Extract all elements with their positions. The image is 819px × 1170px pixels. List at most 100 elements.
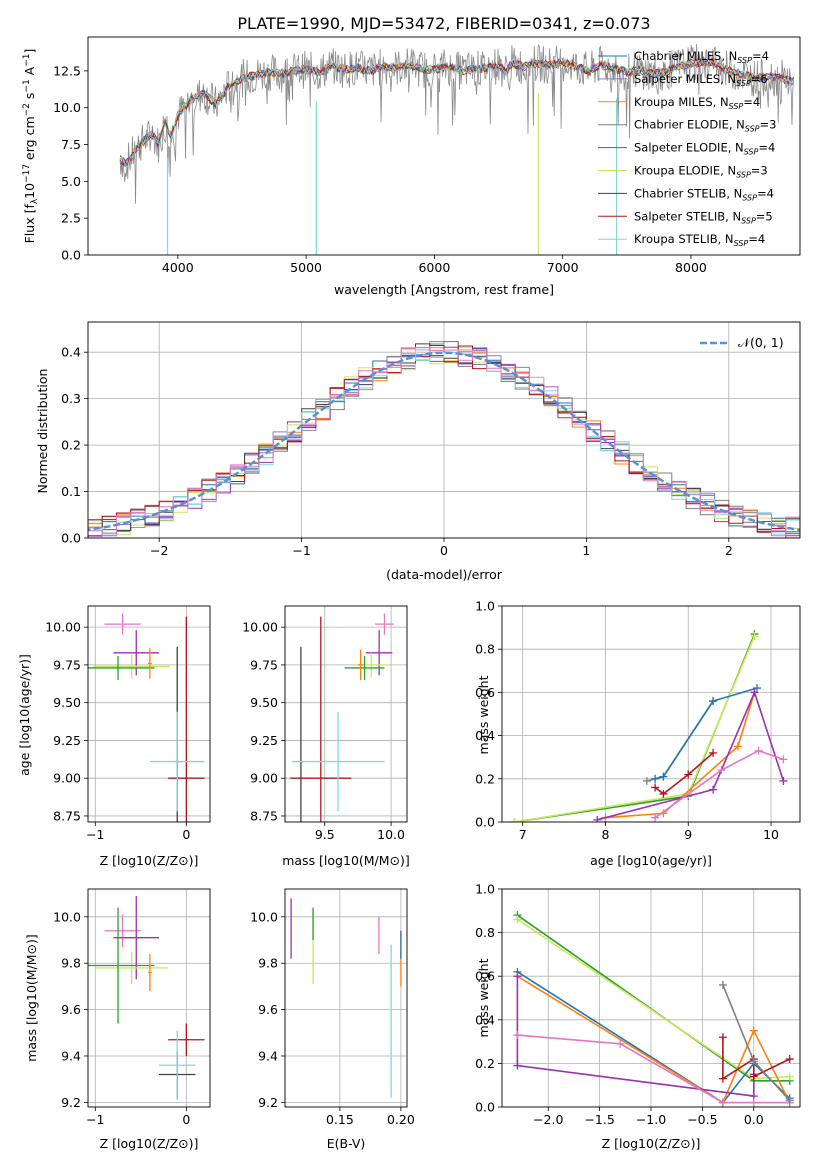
y-tick-label: 0.1 bbox=[61, 484, 81, 499]
residuals-ylabel: Normed distribution bbox=[35, 369, 50, 494]
y-tick-label: 8.75 bbox=[53, 808, 81, 823]
y-tick-label: 10.0 bbox=[250, 909, 278, 924]
y-tick-label: 0.2 bbox=[61, 438, 81, 453]
age-vs-z-panel: −1 0 8.75 9.00 9.25 9.50 9.75 10.00 bbox=[45, 605, 211, 842]
x-tick-label: 9.5 bbox=[315, 827, 335, 842]
axes-frame bbox=[87, 888, 211, 1108]
mw-age-xlabel: age [log10(age/yr)] bbox=[590, 853, 712, 868]
histogram-step-pink bbox=[88, 347, 800, 538]
mass-weight-marker bbox=[651, 783, 660, 792]
mass-weight-marker bbox=[709, 748, 718, 757]
figure-title: PLATE=1990, MJD=53472, FIBERID=0341, z=0… bbox=[237, 14, 650, 33]
mass-weight-marker bbox=[651, 813, 660, 822]
y-tick-label: 12.5 bbox=[53, 63, 81, 78]
x-tick-label: 10.0 bbox=[377, 827, 405, 842]
x-tick-label: 6000 bbox=[418, 260, 450, 275]
mass-weight-line bbox=[654, 752, 714, 795]
mass-weight-line bbox=[596, 690, 785, 821]
axes-frame bbox=[87, 36, 801, 256]
y-tick-label: 8.75 bbox=[250, 808, 278, 823]
mass-z-xlabel: Z [log10(Z/Z⊙)] bbox=[100, 1136, 199, 1151]
mass-weight-marker bbox=[717, 766, 726, 775]
age-z-ylabel: age [log10(age/yr)] bbox=[17, 654, 32, 776]
legend-label: Chabrier ELODIE, NSSP=3 bbox=[634, 118, 776, 134]
mass-weight-line bbox=[646, 700, 714, 782]
y-tick-label: 9.8 bbox=[258, 956, 278, 971]
axes-frame bbox=[501, 605, 801, 823]
mass-weight-marker bbox=[642, 776, 651, 785]
x-tick-label: 5000 bbox=[290, 260, 322, 275]
mass-weight-line bbox=[654, 687, 758, 780]
x-tick-label: 10 bbox=[763, 827, 779, 842]
mass-weight-marker bbox=[718, 1074, 727, 1083]
mass-weight-marker bbox=[616, 1039, 625, 1048]
legend-label: Chabrier MILES, NSSP=4 bbox=[634, 49, 769, 65]
x-tick-label: 4000 bbox=[162, 260, 194, 275]
mass-weight-marker bbox=[513, 1061, 522, 1070]
axes-frame bbox=[501, 888, 801, 1108]
x-tick-label: 0 bbox=[182, 827, 190, 842]
y-tick-label: 9.00 bbox=[53, 771, 81, 786]
spectrum-model-line-chabrier_elodie bbox=[119, 57, 794, 165]
x-tick-label: 8 bbox=[601, 827, 609, 842]
y-tick-label: 0.2 bbox=[475, 771, 495, 786]
x-tick-label: 0 bbox=[182, 1112, 190, 1127]
massweight-vs-z-panel: −2.0 −1.5 −1.0 −0.5 0.0 0.0 0.2 0.4 0.6 0.8 1.0 bbox=[475, 882, 801, 1127]
axes-frame bbox=[87, 321, 801, 539]
y-tick-label: 10.00 bbox=[242, 620, 278, 635]
y-tick-label: 0.0 bbox=[475, 1100, 495, 1115]
mass-weight-marker bbox=[779, 776, 788, 785]
massweight-vs-age-panel: 7 8 9 10 0.0 0.2 0.4 0.6 0.8 1.0 bbox=[475, 599, 801, 842]
y-tick-label: 0.0 bbox=[61, 248, 81, 263]
y-tick-label: 0.2 bbox=[475, 1056, 495, 1071]
mass-weight-line bbox=[722, 1037, 791, 1081]
y-tick-label: 0.8 bbox=[475, 642, 495, 657]
y-tick-label: 7.5 bbox=[61, 137, 81, 152]
y-tick-label: 2.5 bbox=[61, 211, 81, 226]
axes-frame bbox=[284, 888, 408, 1108]
y-tick-label: 0.4 bbox=[475, 1012, 495, 1027]
x-tick-label: −1 bbox=[292, 543, 310, 558]
mass-weight-marker bbox=[750, 688, 759, 697]
y-tick-label: 1.0 bbox=[475, 882, 495, 897]
y-tick-label: 10.00 bbox=[45, 620, 81, 635]
mass-weight-line bbox=[516, 976, 755, 1098]
y-tick-label: 0.4 bbox=[61, 345, 81, 360]
x-tick-label: −2.0 bbox=[533, 1112, 563, 1127]
x-tick-label: 0.20 bbox=[387, 1112, 415, 1127]
normal-legend-label: 𝒩(0, 1) bbox=[738, 335, 784, 350]
mass-weight-marker bbox=[785, 1072, 794, 1081]
legend-label: Salpeter ELODIE, NSSP=4 bbox=[634, 141, 775, 157]
x-tick-label: −0.5 bbox=[687, 1112, 717, 1127]
x-tick-label: 7000 bbox=[547, 260, 579, 275]
y-tick-label: 9.00 bbox=[250, 771, 278, 786]
plot-area bbox=[290, 613, 394, 822]
y-tick-label: 0.6 bbox=[475, 969, 495, 984]
mass-weight-line bbox=[514, 633, 756, 822]
plot-area bbox=[88, 895, 205, 1101]
mass-weight-line bbox=[654, 749, 784, 819]
x-tick-label: 8000 bbox=[675, 260, 707, 275]
spectrum-data-line bbox=[119, 43, 794, 204]
y-tick-label: 9.25 bbox=[53, 733, 81, 748]
x-tick-label: 0.0 bbox=[744, 1112, 764, 1127]
y-tick-label: 0.0 bbox=[61, 531, 81, 546]
y-tick-label: 10.0 bbox=[53, 909, 81, 924]
y-tick-label: 1.0 bbox=[475, 599, 495, 614]
mass-weight-marker bbox=[785, 1055, 794, 1064]
plot-area bbox=[290, 898, 402, 1098]
y-tick-label: 0.3 bbox=[61, 391, 81, 406]
y-tick-label: 9.6 bbox=[61, 1002, 81, 1017]
mass-weight-marker bbox=[749, 1057, 758, 1066]
mass-weight-marker bbox=[750, 632, 759, 641]
x-tick-label: −1.5 bbox=[584, 1112, 614, 1127]
y-tick-label: 0.8 bbox=[475, 925, 495, 940]
axes-frame bbox=[87, 605, 211, 823]
plot-area bbox=[510, 630, 788, 822]
mass-z-ylabel: mass [log10(M/M⊙)] bbox=[24, 934, 39, 1062]
plot-area bbox=[513, 911, 794, 1107]
mass-weight-line bbox=[605, 692, 756, 819]
x-tick-label: 1 bbox=[582, 543, 590, 558]
mass-weight-marker bbox=[785, 1096, 794, 1105]
